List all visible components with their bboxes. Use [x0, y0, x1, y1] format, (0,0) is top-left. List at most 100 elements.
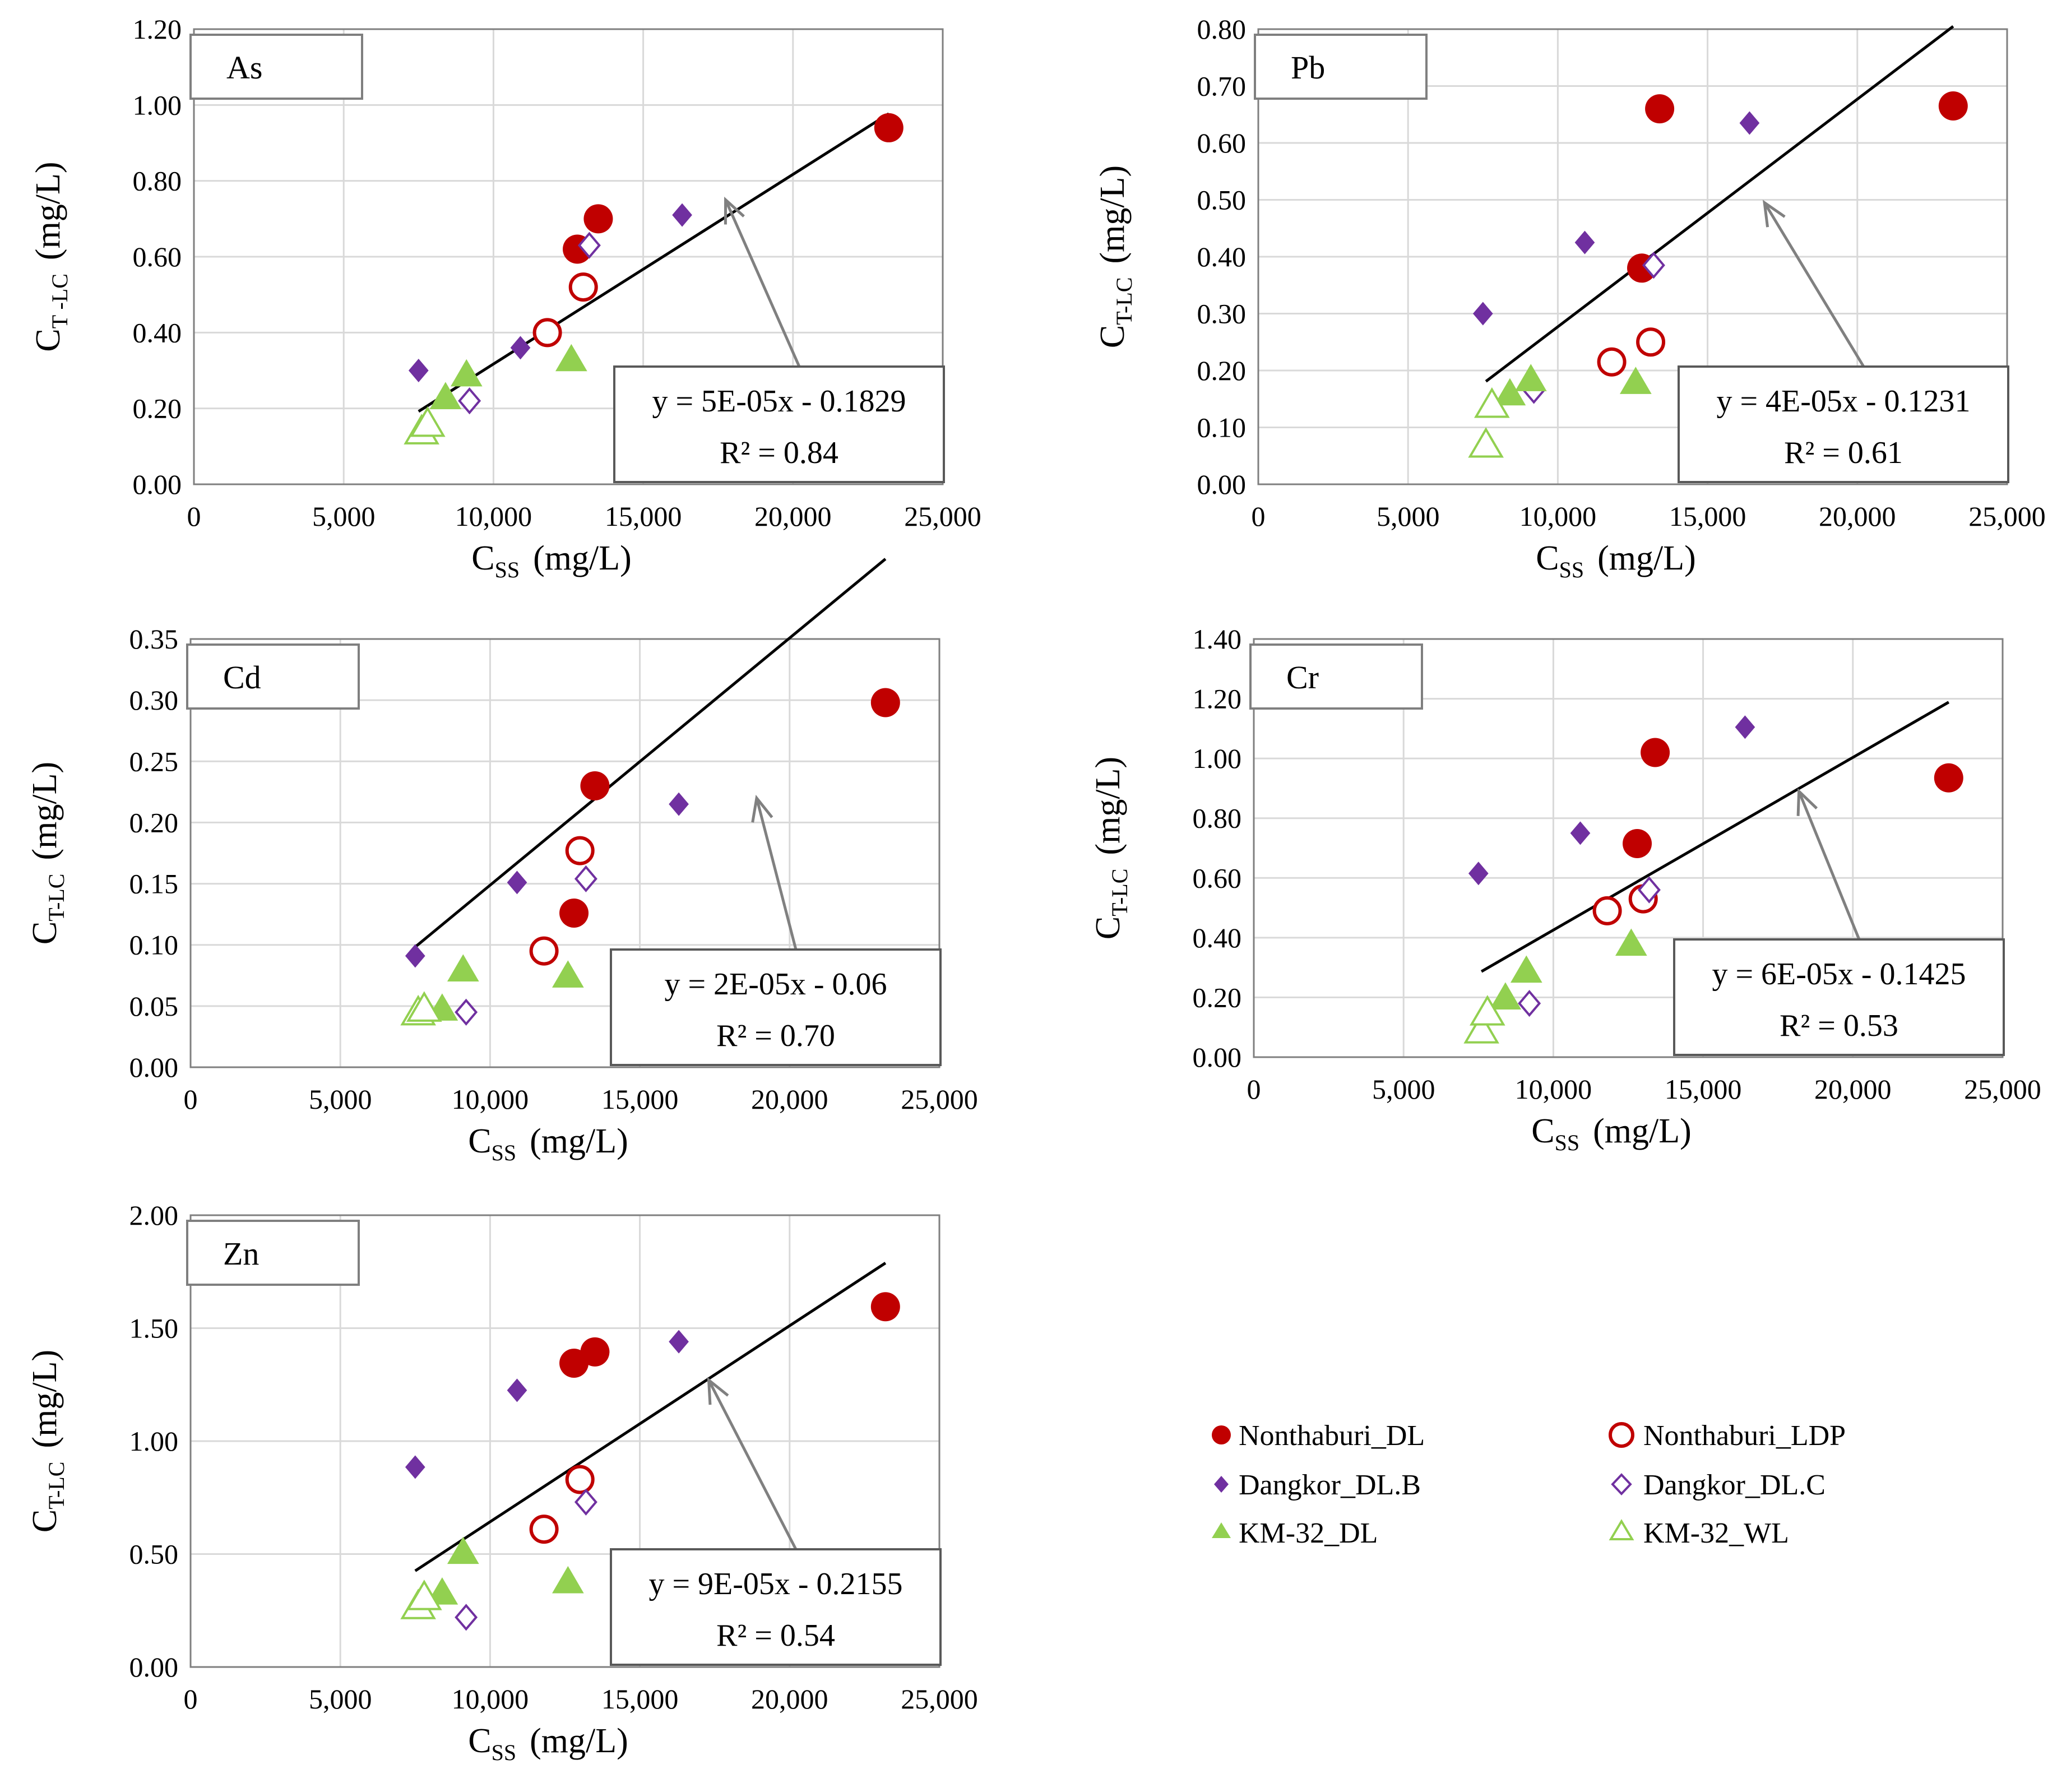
- as-title-box: [189, 34, 363, 100]
- cd-point-dangkor-dl-b: [507, 870, 527, 895]
- legend-item-km32-wl: KM-32_WL: [1609, 1517, 1789, 1549]
- cr-point-dangkor-dl-b: [1468, 862, 1489, 886]
- cr-point-dangkor-dl-c: [1518, 989, 1541, 1017]
- zn-y-tick-label: 0.50: [129, 1539, 179, 1570]
- pb-x-tick-label: 15,000: [1669, 501, 1746, 532]
- cd-y-tick-label: 0.15: [129, 868, 179, 900]
- cr-y-tick-label: 1.20: [1193, 683, 1242, 715]
- as-trendline: [418, 112, 890, 413]
- cr-trend-r2: R² = 0.53: [1780, 1008, 1898, 1043]
- cr-y-tick-label: 0.40: [1193, 922, 1242, 953]
- cd-x-axis-label: CSS (mg/L): [468, 1122, 628, 1165]
- cd-plot-frame: [189, 638, 940, 1068]
- cd-x-tick-label: 25,000: [901, 1083, 978, 1115]
- legend-label-km32-dl: KM-32_DL: [1239, 1517, 1378, 1549]
- cd-point-dangkor-dl-b: [405, 944, 425, 968]
- cd-equation-box: [610, 948, 942, 1066]
- cr-point-km-32-dl: [1489, 982, 1522, 1010]
- zn-trend-r2: R² = 0.54: [716, 1618, 835, 1653]
- pb-point-nonthaburi-dl: [1938, 91, 1968, 121]
- zn-point-nonthaburi-ldp: [529, 1515, 559, 1544]
- zn-point-nonthaburi-ldp: [565, 1465, 595, 1494]
- cd-y-axis-label: CT-LC(mg/L): [26, 762, 69, 944]
- cr-equation-box: [1673, 938, 2005, 1056]
- cr-x-tick-label: 20,000: [1814, 1073, 1892, 1105]
- legend-item-nonthaburi-ldp: Nonthaburi_LDP: [1609, 1420, 1846, 1452]
- pb-y-tick-label: 0.00: [1197, 469, 1247, 500]
- pb-x-axis-label: CSS (mg/L): [1536, 539, 1695, 582]
- legend-marker-km32-dl: [1212, 1522, 1231, 1538]
- zn-point-km-32-dl: [447, 1536, 479, 1564]
- cd-x-tick-label: 10,000: [452, 1083, 529, 1115]
- legend-label-nonthaburi-dl: Nonthaburi_DL: [1239, 1420, 1425, 1452]
- cr-point-dangkor-dl-b: [1735, 715, 1755, 739]
- cr-x-tick-label: 25,000: [1964, 1073, 2041, 1105]
- pb-x-tick-label: 0: [1252, 501, 1266, 532]
- cr-y-tick-label: 0.60: [1193, 862, 1242, 893]
- as-x-tick-label: 20,000: [754, 501, 832, 532]
- cd-point-dangkor-dl-c: [574, 865, 597, 892]
- zn-point-dangkor-dl-c: [455, 1604, 478, 1631]
- as-y-axis-label: CT -LC(mg/L): [29, 161, 72, 351]
- as-point-km-32-dl: [450, 359, 483, 387]
- zn-x-tick-label: 25,000: [901, 1683, 978, 1715]
- cd-point-nonthaburi-ldp: [565, 836, 595, 865]
- panel-cr: 0.00 0.20 0.40 0.60 0.80 1.00 1.20 1.40 0 5,000 10…: [1089, 623, 2041, 1155]
- pb-point-nonthaburi-ldp: [1636, 327, 1666, 357]
- cr-arrow-shaft: [1797, 790, 1861, 940]
- cr-x-tick-label: 5,000: [1372, 1073, 1435, 1105]
- as-arrow-head: [724, 196, 745, 225]
- cd-x-tick-label: 20,000: [751, 1083, 828, 1115]
- cd-x-tick-label: 0: [184, 1083, 198, 1115]
- legend-item-nonthaburi-dl: Nonthaburi_DL: [1212, 1420, 1425, 1452]
- as-trend-r2: R² = 0.84: [720, 436, 838, 470]
- cr-y-tick-label: 1.00: [1193, 743, 1242, 774]
- pb-trend-r2: R² = 0.61: [1784, 436, 1903, 470]
- zn-y-tick-label: 2.00: [129, 1200, 179, 1231]
- cd-point-dangkor-dl-b: [669, 792, 689, 816]
- legend-label-nonthaburi-ldp: Nonthaburi_LDP: [1643, 1420, 1846, 1452]
- pb-equation-box: [1678, 365, 2009, 483]
- legend: Nonthaburi_DL Nonthaburi_LDP Dangkor_DL.…: [1212, 1420, 1846, 1549]
- pb-y-tick-label: 0.30: [1197, 298, 1247, 330]
- cr-plot-frame: [1253, 638, 2004, 1058]
- as-point-nonthaburi-dl: [874, 113, 904, 142]
- legend-marker-nonthaburi-dl: [1212, 1425, 1231, 1444]
- cr-y-tick-label: 1.40: [1193, 623, 1242, 655]
- cr-y-tick-label: 0.20: [1193, 981, 1242, 1013]
- as-point-nonthaburi-dl: [583, 204, 613, 234]
- cr-point-km-32-dl: [1510, 955, 1542, 983]
- zn-x-tick-label: 5,000: [309, 1683, 372, 1715]
- pb-point-dangkor-dl-b: [1739, 111, 1760, 135]
- pb-y-tick-label: 0.80: [1197, 13, 1247, 45]
- cr-x-axis-label: CSS (mg/L): [1531, 1112, 1691, 1155]
- pb-arrow-head: [1762, 200, 1786, 228]
- cr-x-tick-label: 15,000: [1665, 1073, 1742, 1105]
- as-equation-box: [613, 365, 945, 483]
- cr-x-tick-label: 10,000: [1515, 1073, 1592, 1105]
- cd-point-nonthaburi-dl: [580, 771, 610, 800]
- legend-label-dangkor-dlc: Dangkor_DL.C: [1643, 1469, 1826, 1501]
- zn-y-tick-label: 1.50: [129, 1313, 179, 1344]
- zn-point-dangkor-dl-c: [574, 1488, 597, 1516]
- pb-y-tick-label: 0.10: [1197, 412, 1247, 443]
- as-x-tick-label: 0: [187, 501, 201, 532]
- zn-trend-equation: y = 9E-05x - 0.2155: [648, 1567, 902, 1601]
- pb-point-nonthaburi-dl: [1645, 94, 1675, 124]
- cr-point-km-32-wl: [1469, 995, 1505, 1026]
- cr-point-km-32-wl: [1463, 1013, 1499, 1044]
- zn-point-km-32-wl: [406, 1580, 442, 1610]
- legend-item-dangkor-dlb: Dangkor_DL.B: [1214, 1469, 1421, 1501]
- zn-x-tick-label: 10,000: [452, 1683, 529, 1715]
- as-point-km-32-dl: [555, 344, 587, 372]
- pb-y-axis-label: CT-LC(mg/L): [1094, 165, 1137, 348]
- zn-arrow-shaft: [707, 1379, 798, 1550]
- pb-point-nonthaburi-ldp: [1597, 347, 1627, 377]
- zn-x-axis-label: CSS (mg/L): [468, 1722, 628, 1765]
- zn-arrow-head: [707, 1377, 729, 1405]
- as-arrow-shaft: [724, 199, 801, 368]
- pb-point-km-32-dl: [1514, 364, 1547, 391]
- panel-cd: 0.00 0.05 0.10 0.15 0.20 0.25 0.30 0.35 0 5,000 10…: [26, 558, 978, 1165]
- cr-y-axis-label: CT-LC(mg/L): [1089, 757, 1132, 939]
